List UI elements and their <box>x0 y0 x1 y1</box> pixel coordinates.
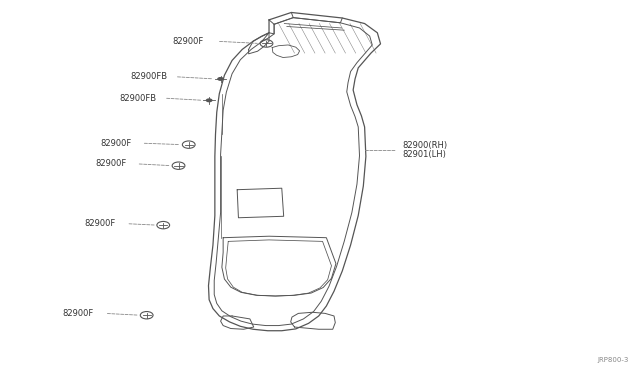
Text: 82900F: 82900F <box>172 37 204 46</box>
Text: 82900F: 82900F <box>100 139 132 148</box>
Text: 82900F: 82900F <box>84 219 115 228</box>
Text: 82900(RH): 82900(RH) <box>403 141 448 150</box>
Text: 82900F: 82900F <box>62 309 93 318</box>
Circle shape <box>205 98 212 102</box>
Text: 82900F: 82900F <box>96 159 127 169</box>
Text: JRP800-3: JRP800-3 <box>598 357 629 363</box>
Text: 82900FB: 82900FB <box>130 72 167 81</box>
Circle shape <box>217 77 224 81</box>
Text: 82901(LH): 82901(LH) <box>403 151 447 160</box>
Text: 82900FB: 82900FB <box>119 94 156 103</box>
